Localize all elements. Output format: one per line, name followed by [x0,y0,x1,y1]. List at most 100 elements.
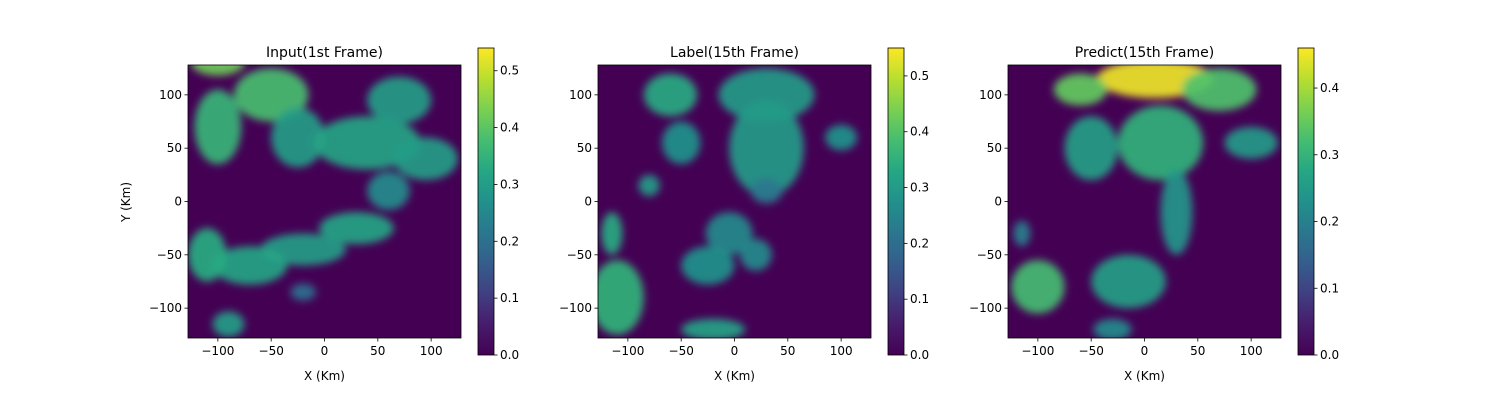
colorbar-tick-label: 0.1 [910,292,929,306]
heatmap-cell [1064,116,1118,181]
heatmap-field [188,65,458,337]
colorbar-tick-label: 0.0 [500,348,519,362]
heatmap-cell [638,174,660,197]
colorbar-tick-label: 0.3 [1320,148,1339,162]
heatmap-cell [1181,68,1257,111]
heatmap-cell [739,238,772,271]
heatmap-cell [313,116,421,170]
heatmap-cell [212,246,288,285]
heatmap-cell [1160,169,1193,255]
y-tick-label: −50 [157,248,182,262]
panel-title: Predict(15th Frame) [1075,45,1214,61]
panel-title: Label(15th Frame) [670,45,799,61]
heatmap-cell [705,212,753,255]
heatmap-cell [1117,105,1204,181]
heatmap-cell [1091,254,1166,309]
colorbar-tick-label: 0.4 [910,125,929,139]
y-tick-label: −100 [149,301,182,315]
x-axis-label: X (Km) [304,369,345,383]
x-tick-label: 100 [830,344,853,358]
x-tick-label: 0 [321,344,329,358]
x-tick-label: 50 [780,344,795,358]
colorbar-tick-label: 0.1 [1320,281,1339,295]
y-tick-label: 50 [167,141,182,155]
y-tick-label: 0 [174,195,182,209]
colorbar-tick-label: 0.0 [910,348,929,362]
heatmap-cell [729,100,804,197]
colorbar-tick-label: 0.4 [500,121,519,135]
colorbar [1297,47,1315,356]
x-tick-label: −50 [669,344,694,358]
heatmap-cell [1011,260,1065,314]
x-tick-label: 50 [370,344,385,358]
x-tick-label: 50 [1190,344,1205,358]
heatmap-cell [718,68,815,122]
heatmap-cell [212,311,245,337]
heatmap-cell [750,178,783,204]
y-tick-label: 0 [584,195,592,209]
y-tick-label: 100 [159,88,182,102]
y-tick-label: −50 [567,248,592,262]
panel-predict: Predict(15th Frame) X (Km) −100 −50 0 50 100… [969,45,1339,383]
y-tick-label: −50 [977,248,1002,262]
y-tick-label: −100 [969,301,1002,315]
colorbar-tick-label: 0.5 [500,64,519,78]
heatmap-cell [194,89,242,165]
heatmap-cell [661,121,701,165]
colorbar-tick-label: 0.2 [1320,215,1339,229]
heatmap-cell [290,283,316,301]
x-tick-label: 100 [1240,344,1263,358]
heatmap-cell [1053,73,1108,106]
heatmap-cell [319,212,394,245]
heatmap-cell [681,246,735,285]
colorbar-tick-label: 0.3 [910,181,929,195]
colorbar-tick-label: 0.2 [910,236,929,250]
heatmap-cell [188,228,227,282]
y-tick-label: 100 [979,88,1002,102]
colorbar [477,47,495,356]
x-axis-label: X (Km) [714,369,755,383]
x-tick-label: −100 [201,344,234,358]
panel-input: Input(1st Frame) X (Km) Y (Km) −100 −50 0 5… [119,45,519,383]
colorbar [887,47,905,356]
heatmap-cell [367,76,432,124]
heatmap-cell [598,260,644,335]
heatmap-cell [1224,126,1278,159]
x-tick-label: −50 [259,344,284,358]
heatmap-cell [393,137,458,181]
heatmap-field [1011,65,1278,338]
heatmap-cell [681,318,746,338]
heatmap-cell [271,107,325,168]
colorbar-tick-label: 0.3 [500,177,519,191]
colorbar-tick-label: 0.4 [1320,81,1339,95]
y-tick-label: 0 [994,195,1002,209]
heatmap-cell [1093,318,1132,338]
heatmap-cell [601,212,623,255]
heatmap-cell [233,68,309,122]
heatmap-cell [191,65,245,76]
x-tick-label: −100 [1021,344,1054,358]
colorbar-tick-label: 0.2 [500,234,519,248]
y-tick-label: 50 [577,141,592,155]
colorbar-tick-label: 0.5 [910,69,929,83]
panel-label: Label(15th Frame) X (Km) −100 −50 0 50 100 −1… [559,45,929,383]
x-axis-label: X (Km) [1124,369,1165,383]
y-axis-label: Y (Km) [119,182,133,223]
heatmap-cell [825,124,858,151]
y-tick-label: −100 [559,301,592,315]
x-tick-label: 100 [420,344,443,358]
x-tick-label: −50 [1079,344,1104,358]
heatmap-cell [1013,220,1031,247]
y-tick-label: 50 [987,141,1002,155]
colorbar-tick-label: 0.1 [500,291,519,305]
x-tick-label: −100 [611,344,644,358]
x-tick-label: 0 [1141,344,1149,358]
heatmap-field [598,68,858,338]
heatmap-cell [367,171,410,211]
y-tick-label: 100 [569,88,592,102]
x-tick-label: 0 [731,344,739,358]
heatmap-cell [643,73,698,117]
colorbar-tick-label: 0.0 [1320,348,1339,362]
panel-title: Input(1st Frame) [266,45,383,61]
